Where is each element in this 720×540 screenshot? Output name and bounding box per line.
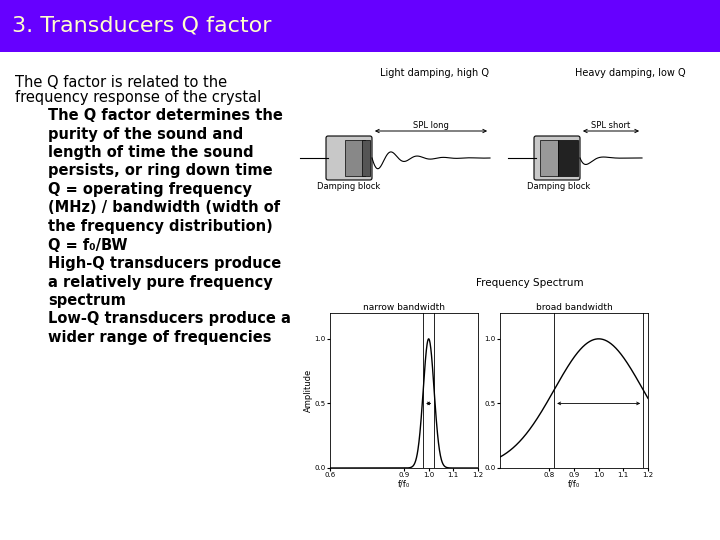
Text: The Q factor is related to the: The Q factor is related to the bbox=[15, 75, 227, 90]
Text: SPL short: SPL short bbox=[591, 121, 631, 130]
Bar bbox=[0, 0, 720, 52]
Bar bbox=[362, 140, 370, 176]
Text: spectrum: spectrum bbox=[48, 293, 126, 308]
Bar bbox=[345, 140, 365, 176]
Text: Q = operating frequency: Q = operating frequency bbox=[48, 182, 252, 197]
Text: a relatively pure frequency: a relatively pure frequency bbox=[48, 274, 273, 289]
X-axis label: f/f₀: f/f₀ bbox=[568, 480, 580, 489]
Text: wider range of frequencies: wider range of frequencies bbox=[48, 330, 271, 345]
Text: purity of the sound and: purity of the sound and bbox=[48, 126, 243, 141]
Text: 3. Transducers Q factor: 3. Transducers Q factor bbox=[12, 16, 271, 36]
FancyBboxPatch shape bbox=[534, 136, 580, 180]
Text: length of time the sound: length of time the sound bbox=[48, 145, 253, 160]
Text: Frequency Spectrum: Frequency Spectrum bbox=[476, 278, 584, 288]
Text: The Q factor determines the: The Q factor determines the bbox=[48, 108, 283, 123]
Bar bbox=[540, 140, 558, 176]
Text: SPL long: SPL long bbox=[413, 121, 449, 130]
Text: High-Q transducers produce: High-Q transducers produce bbox=[48, 256, 282, 271]
Title: broad bandwidth: broad bandwidth bbox=[536, 303, 613, 312]
Text: Q = f₀/BW: Q = f₀/BW bbox=[48, 238, 127, 253]
Text: (MHz) / bandwidth (width of: (MHz) / bandwidth (width of bbox=[48, 200, 280, 215]
Y-axis label: Amplitude: Amplitude bbox=[304, 369, 313, 412]
Text: Low-Q transducers produce a: Low-Q transducers produce a bbox=[48, 312, 291, 327]
Bar bbox=[558, 140, 578, 176]
FancyBboxPatch shape bbox=[326, 136, 372, 180]
Text: the frequency distribution): the frequency distribution) bbox=[48, 219, 273, 234]
Text: frequency response of the crystal: frequency response of the crystal bbox=[15, 90, 261, 105]
Text: Damping block: Damping block bbox=[318, 182, 381, 191]
Title: narrow bandwidth: narrow bandwidth bbox=[363, 303, 445, 312]
Text: Heavy damping, low Q: Heavy damping, low Q bbox=[575, 68, 685, 78]
Text: persists, or ring down time: persists, or ring down time bbox=[48, 164, 273, 179]
Text: Light damping, high Q: Light damping, high Q bbox=[380, 68, 490, 78]
X-axis label: f/f₀: f/f₀ bbox=[398, 480, 410, 489]
Text: Damping block: Damping block bbox=[527, 182, 590, 191]
